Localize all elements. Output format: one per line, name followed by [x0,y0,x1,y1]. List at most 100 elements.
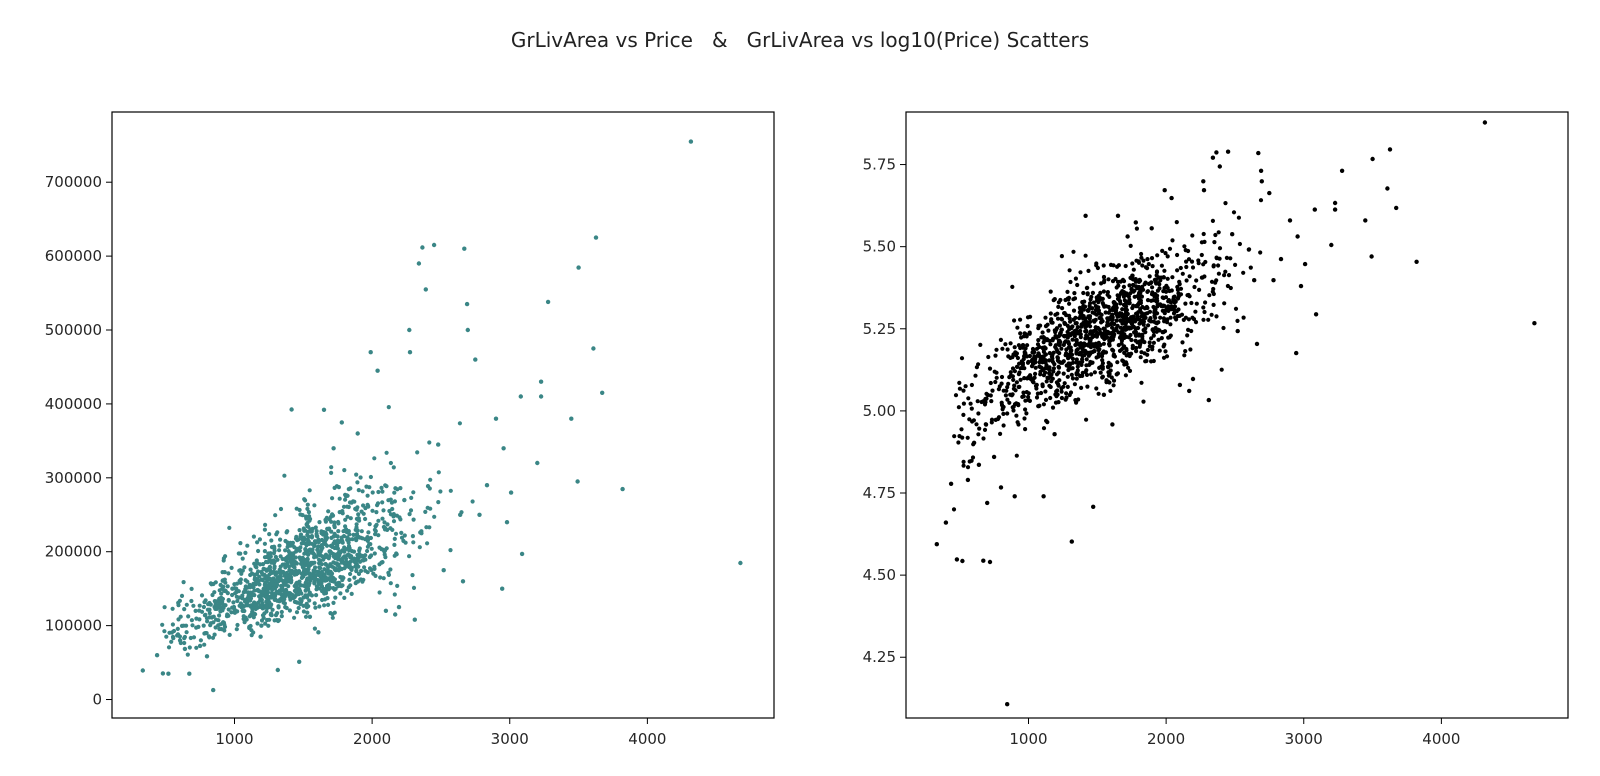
scatter-point [948,481,954,486]
scatter-point [1043,366,1048,371]
scatter-point [983,400,988,405]
scatter-point [1082,299,1087,304]
scatter-point [1124,308,1129,313]
scatter-point [1083,319,1088,324]
scatter-point [996,415,1002,420]
scatter-point [1087,316,1092,321]
scatter-point [1069,539,1075,544]
scatter-point [295,538,300,543]
scatter-point [1033,365,1038,370]
scatter-point [984,391,989,396]
scatter-point [328,551,333,556]
scatter-point [1017,361,1022,366]
scatter-point [283,538,288,544]
scatter-point [245,543,250,548]
scatter-point [288,575,294,580]
scatter-point [1155,253,1160,258]
scatter-point [341,555,346,560]
scatter-point [212,632,217,637]
scatter-point [954,557,960,562]
scatter-point [359,568,364,574]
scatter-point [256,569,261,574]
scatter-point [1149,226,1154,231]
scatter-point [1001,423,1006,428]
scatter-point [1092,311,1097,316]
scatter-point [1131,267,1136,272]
scatter-point [268,577,273,582]
scatter-point [249,611,254,616]
scatter-point [398,517,403,522]
scatter-point [591,346,596,351]
scatter-point [349,591,354,597]
scatter-point [245,579,250,584]
scatter-point [199,593,205,598]
scatter-point [956,440,961,445]
scatter-point [379,485,384,490]
scatter-point [330,564,335,569]
scatter-point [1142,282,1147,287]
scatter-point [247,582,252,588]
scatter-point [1045,322,1050,327]
scatter-point [1156,320,1161,325]
y-tick-label: 5.00 [863,402,896,420]
scatter-point [243,584,248,589]
scatter-point [1054,335,1059,340]
scatter-point [1104,323,1110,328]
scatter-point [1094,386,1099,391]
scatter-point [1070,366,1075,371]
scatter-point [1044,379,1049,384]
scatter-point [1147,340,1152,345]
scatter-point [283,581,288,587]
scatter-point [1207,293,1212,298]
scatter-point [1122,292,1128,297]
scatter-point [1027,376,1032,381]
scatter-point [1213,232,1218,238]
x-tick-label: 3000 [491,730,529,748]
scatter-point [365,503,371,508]
scatter-point [1287,218,1293,223]
scatter-point [1055,355,1060,360]
scatter-point [193,608,198,614]
scatter-point [1169,195,1174,201]
scatter-cloud [160,405,475,657]
scatter-point [182,640,187,646]
scatter-point [1040,330,1045,335]
scatter-point [269,570,274,576]
scatter-point [324,576,329,581]
scatter-point [1084,333,1089,338]
scatter-point [1097,347,1102,352]
scatter-point [190,623,195,628]
scatter-point [1041,354,1046,359]
scatter-point [1126,294,1131,299]
scatter-point [1043,397,1049,402]
scatter-point [1084,417,1089,422]
scatter-point [1150,264,1155,269]
scatter-point [1252,278,1257,283]
scatter-point [1075,325,1080,330]
scatter-point [372,456,377,461]
scatter-point [1141,328,1146,333]
scatter-point [321,407,327,412]
scatter-point [1180,340,1185,345]
scatter-point [1096,331,1101,336]
scatter-point [393,612,398,617]
scatter-point [1134,345,1139,351]
scatter-point [403,540,408,545]
scatter-point [1225,149,1231,154]
scatter-point [343,517,348,522]
scatter-point [286,542,291,547]
scatter-point [1122,312,1127,318]
scatter-point [376,533,381,538]
scatter-point [1068,319,1073,324]
scatter-point [411,540,416,545]
scatter-point [306,561,311,566]
scatter-point [1214,150,1219,155]
scatter-point [1066,356,1071,361]
scatter-point [264,568,269,573]
scatter-point [1140,313,1146,319]
scatter-point [266,594,271,599]
scatter-point [317,604,322,609]
scatter-point [292,562,297,567]
scatter-point [335,563,340,568]
scatter-point [237,568,242,573]
